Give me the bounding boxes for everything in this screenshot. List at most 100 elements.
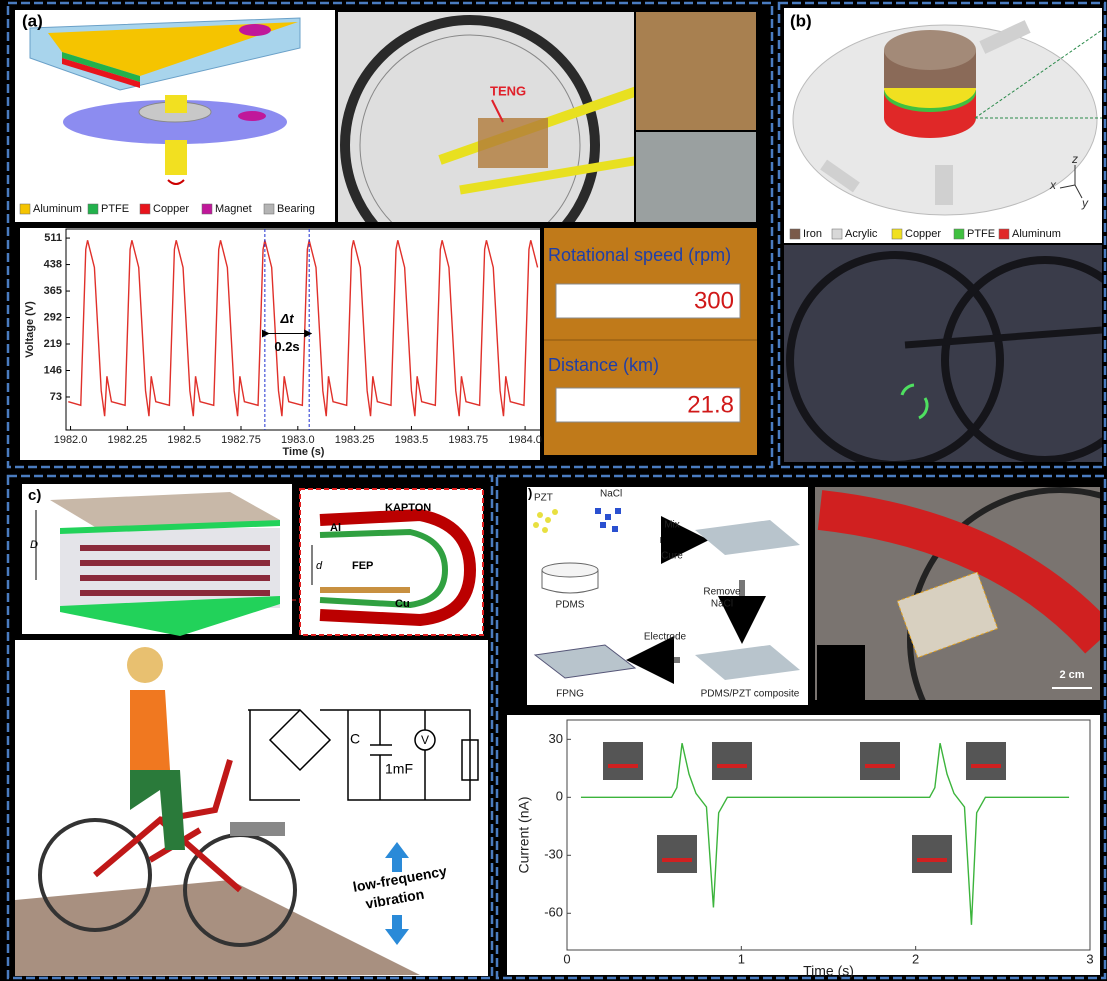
display-value: 21.8: [687, 391, 734, 418]
x-tick-label: 1982.0: [54, 434, 88, 446]
bike-photo: TENG: [338, 12, 756, 222]
x-tick-label: 1: [738, 951, 745, 966]
annotation: Δt: [279, 311, 294, 326]
panel-label: (b): [790, 11, 812, 30]
legend-label: PTFE: [967, 228, 995, 240]
legend-swatch: [998, 228, 1010, 240]
y-tick-label: 365: [44, 285, 62, 297]
circuit-label: V: [421, 733, 429, 747]
x-tick-label: 1982.25: [107, 434, 147, 446]
y-tick-label: 73: [50, 391, 62, 403]
panel-label: (a): [22, 11, 43, 30]
legend-swatch: [831, 228, 843, 240]
dimension-label: d: [316, 560, 323, 572]
photo-label: TENG: [490, 83, 526, 98]
legend-label: Acrylic: [845, 228, 878, 240]
x-tick-label: 2: [912, 951, 919, 966]
data-line: [580, 743, 1070, 925]
annotation: 0.2s: [274, 339, 299, 354]
y-tick-label: 30: [549, 731, 563, 746]
x-tick-label: 1983.75: [448, 434, 488, 446]
step-label: Electrode: [644, 632, 687, 643]
legend-swatch: [263, 203, 275, 215]
panel-frames: [6, 1, 1107, 980]
legend-swatch: [139, 203, 151, 215]
axis-label: y: [1081, 196, 1089, 210]
product-label: PDMS/PZT composite: [701, 689, 800, 700]
legend-swatch: [789, 228, 801, 240]
material-label: PZT: [534, 493, 553, 504]
legend-label: Copper: [153, 203, 189, 215]
step-label: Remove: [703, 587, 741, 598]
x-tick-label: 1983.5: [395, 434, 429, 446]
dimension-label: D: [30, 539, 38, 551]
legend-label: Aluminum: [33, 203, 82, 215]
y-tick-label: -60: [544, 905, 563, 920]
display-label: Distance (km): [548, 355, 659, 375]
y-tick-label: 511: [44, 232, 62, 244]
y-tick-label: 438: [44, 258, 62, 270]
product-label: FPNG: [556, 689, 584, 700]
y-tick-label: 146: [44, 364, 62, 376]
legend-label: Iron: [803, 228, 822, 240]
material-label: NaCl: [600, 489, 622, 500]
y-tick-label: 292: [44, 311, 62, 323]
step-label: Mix: [664, 520, 680, 531]
legend-label: Copper: [905, 228, 941, 240]
x-tick-label: 3: [1086, 951, 1093, 966]
x-tick-label: 1982.5: [167, 434, 201, 446]
axis-label: z: [1071, 152, 1078, 166]
fabrication-diagram: ) PZT NaCl PDMS Mix Cure Remove NaCl PDM…: [527, 485, 808, 705]
step-label: NaCl: [711, 599, 733, 610]
y-tick-label: 0: [556, 789, 563, 804]
legend-swatch: [953, 228, 965, 240]
legend-label: Aluminum: [1012, 228, 1061, 240]
circuit-label: 1mF: [385, 761, 413, 777]
panel-label: c): [28, 487, 41, 504]
night-photo: [784, 245, 1102, 462]
fender-photo: 2 cm: [815, 487, 1100, 700]
chart-background: [507, 715, 1100, 975]
device-diagram: (a) Aluminum PTFE Copper Magnet Bearing: [15, 10, 335, 222]
x-tick-label: 1983.0: [281, 434, 315, 446]
wheel-diagram: (b) zx y Iron Acrylic Copper PTFE Aluminum: [784, 8, 1103, 243]
x-tick-label: 1982.75: [221, 434, 261, 446]
y-axis-label: Current (nA): [516, 796, 532, 873]
x-tick-label: 0: [563, 951, 570, 966]
legend-label: PTFE: [101, 203, 129, 215]
legend-swatch: [87, 203, 99, 215]
legend-label: Bearing: [277, 203, 315, 215]
circuit-label: C: [350, 731, 360, 747]
x-axis-label: Time (s): [803, 963, 854, 979]
legend-swatch: [19, 203, 31, 215]
display-value: 300: [694, 287, 734, 314]
panel-label: ): [528, 485, 532, 500]
data-line: [68, 240, 539, 417]
layer-label: Al: [330, 522, 341, 534]
x-tick-label: 1984.0: [508, 434, 542, 446]
layer-label: Cu: [395, 598, 410, 610]
product-label: PDMS: [556, 600, 585, 611]
layer-label: KAPTON: [385, 502, 431, 514]
legend-swatch: [201, 203, 213, 215]
chart-insets: [603, 742, 1006, 873]
cyclist-scene: C 1mF V low-frequency vibration: [15, 640, 488, 976]
plot-frame: [65, 228, 542, 431]
y-axis-label: Voltage (V): [24, 301, 36, 358]
plot-frame: [566, 719, 1091, 951]
axis-label: x: [1049, 178, 1057, 192]
scale-label: 2 cm: [1059, 669, 1084, 681]
legend-swatch: [891, 228, 903, 240]
display-label: Rotational speed (rpm): [548, 245, 731, 265]
x-axis-label: Time (s): [283, 446, 325, 458]
x-tick-label: 1983.25: [335, 434, 375, 446]
y-tick-label: -30: [544, 847, 563, 862]
stack-diagram: D c) KAPTON Al FEP Cu d: [22, 484, 484, 636]
display-panel: Rotational speed (rpm) 300 Distance (km)…: [544, 228, 757, 455]
step-label: Cure: [661, 551, 683, 562]
layer-label: FEP: [352, 560, 373, 572]
legend-label: Magnet: [215, 203, 252, 215]
y-tick-label: 219: [44, 338, 62, 350]
